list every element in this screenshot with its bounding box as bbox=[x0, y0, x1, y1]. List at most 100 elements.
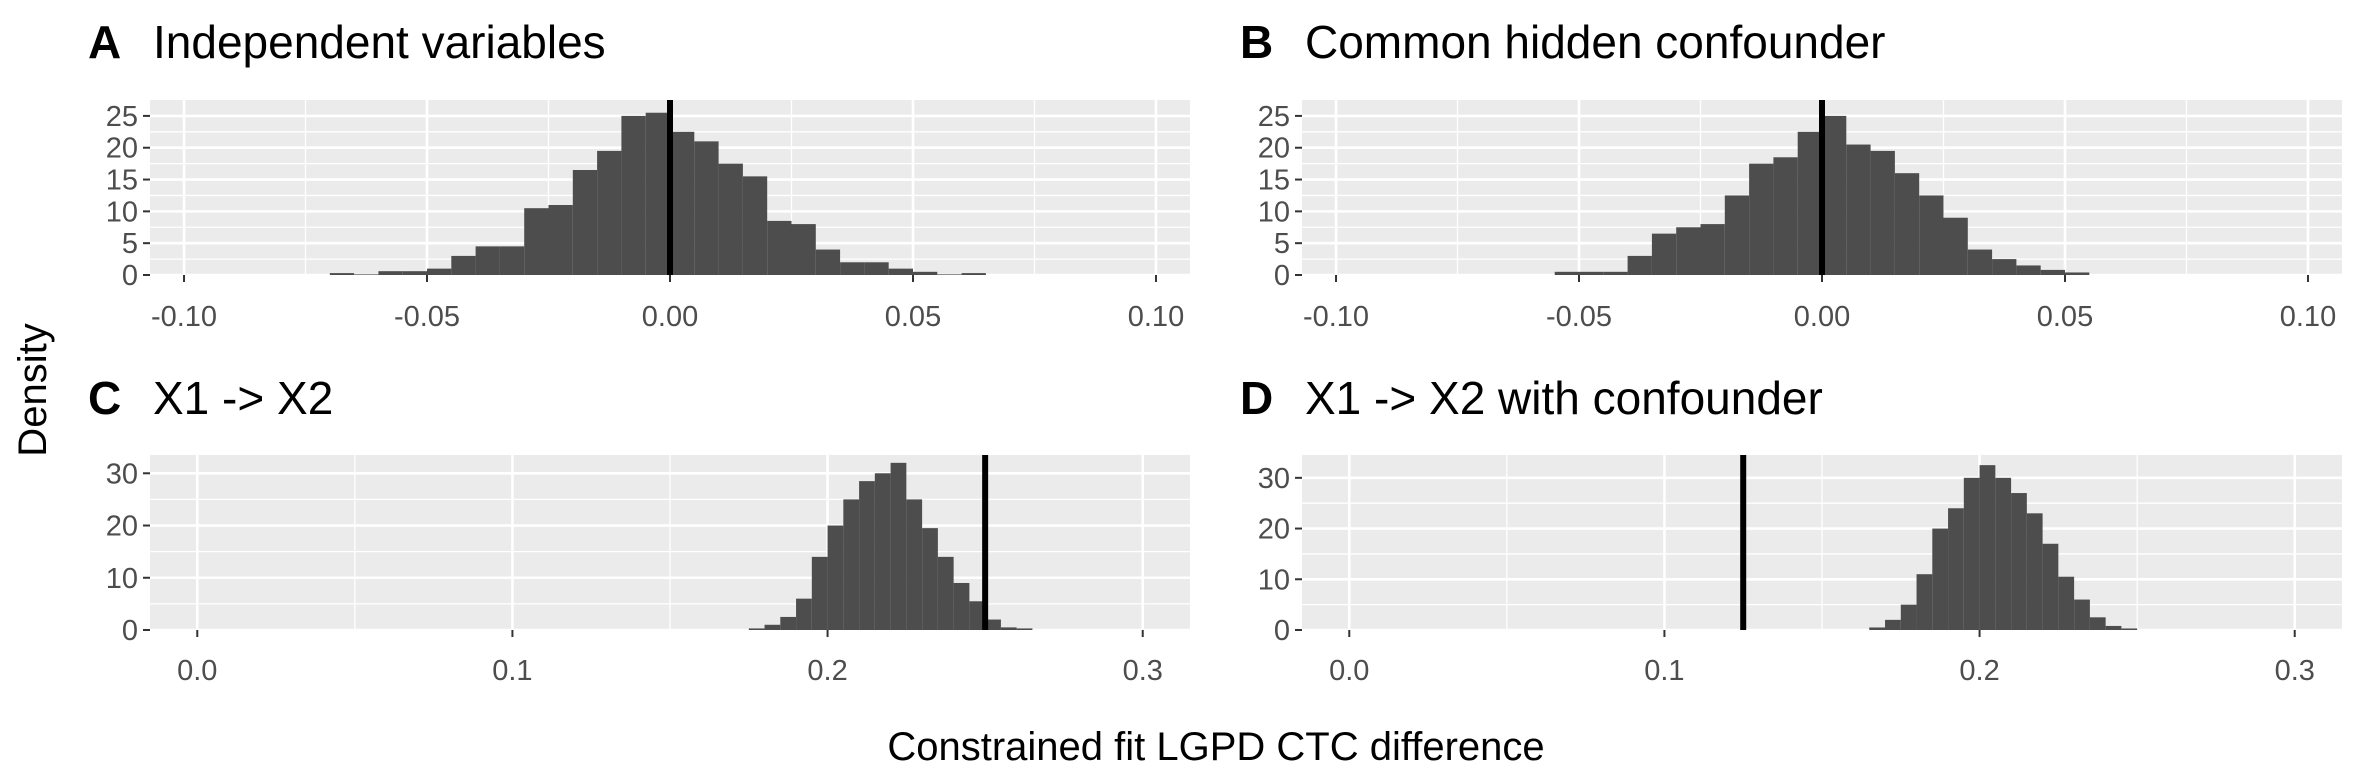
histogram-bar bbox=[1919, 195, 1944, 275]
y-tick-label: 0 bbox=[122, 615, 138, 647]
histogram-bar bbox=[2089, 617, 2106, 630]
y-tick-label: 20 bbox=[1258, 133, 1290, 165]
x-tick-label: 0.05 bbox=[2037, 301, 2093, 333]
histogram-bar bbox=[815, 249, 841, 275]
y-tick-label: 20 bbox=[106, 511, 138, 543]
histogram-bar bbox=[922, 528, 938, 630]
panel-tag: D bbox=[1240, 372, 1273, 424]
histogram-bar bbox=[888, 268, 913, 275]
x-tick-label: -0.10 bbox=[151, 301, 217, 333]
y-tick-label: 25 bbox=[106, 101, 138, 133]
histogram-bar bbox=[572, 170, 598, 275]
x-tick-label: 0.05 bbox=[885, 301, 941, 333]
y-tick-label: 20 bbox=[1258, 514, 1290, 546]
y-tick-label: 0 bbox=[122, 260, 138, 292]
y-tick-label: 10 bbox=[106, 563, 138, 595]
histogram-bar bbox=[1676, 227, 1701, 275]
histogram-bar bbox=[354, 274, 379, 275]
x-tick-label: 0.10 bbox=[2280, 301, 2336, 333]
histogram-bar bbox=[1579, 271, 1604, 275]
panel-tag: B bbox=[1240, 16, 1273, 68]
histogram-bar bbox=[811, 556, 828, 630]
histogram-bar bbox=[694, 141, 719, 275]
histogram-bar bbox=[912, 271, 938, 275]
histogram-bar bbox=[475, 246, 500, 275]
x-tick-label: 0.00 bbox=[1794, 301, 1850, 333]
y-tick-label: 15 bbox=[106, 165, 138, 197]
histogram-bar bbox=[597, 150, 622, 275]
y-tick-label: 10 bbox=[1258, 196, 1290, 228]
histogram-bar bbox=[1749, 163, 1774, 275]
histogram-bar bbox=[1016, 628, 1033, 630]
histogram-bar bbox=[670, 131, 695, 275]
x-tick-label: 0.00 bbox=[642, 301, 698, 333]
histogram-bar bbox=[937, 274, 962, 275]
histogram-bar bbox=[1992, 259, 2017, 275]
histogram-bar bbox=[1603, 271, 1628, 275]
histogram-bar bbox=[548, 205, 573, 275]
histogram-bar bbox=[1651, 233, 1677, 275]
histogram-bar bbox=[427, 268, 452, 275]
histogram-bar bbox=[1894, 173, 1920, 275]
histogram-bar bbox=[767, 220, 792, 275]
histogram-bar bbox=[890, 462, 907, 630]
histogram-bar bbox=[451, 255, 476, 275]
histogram-bar bbox=[1885, 619, 1901, 630]
histogram-bar bbox=[937, 556, 954, 630]
histogram-bar bbox=[2058, 576, 2075, 630]
histogram-bar bbox=[645, 112, 670, 276]
histogram-bar bbox=[1948, 508, 1964, 630]
histogram-bar bbox=[864, 262, 889, 275]
panel-c: 0 10 20 30 0.0 0.1 0.2 0.3 C X1 -> X2 bbox=[88, 372, 1190, 687]
histogram-bar bbox=[874, 473, 891, 630]
histogram-bar bbox=[1995, 477, 2012, 630]
histogram-bar bbox=[2026, 513, 2043, 630]
histogram-bar bbox=[1000, 627, 1017, 630]
histogram-bar bbox=[1943, 217, 1968, 275]
histogram-bar bbox=[796, 598, 812, 630]
histogram-bar bbox=[1554, 271, 1580, 275]
histogram-bar bbox=[1900, 604, 1917, 630]
y-tick-label: 10 bbox=[1258, 564, 1290, 596]
histogram-bar bbox=[2042, 543, 2059, 630]
histogram-bar bbox=[906, 499, 923, 630]
x-tick-label: -0.05 bbox=[394, 301, 460, 333]
panel-title: Common hidden confounder bbox=[1305, 16, 1885, 68]
x-tick-label: 0.0 bbox=[1329, 655, 1369, 687]
x-tick-label: -0.10 bbox=[1303, 301, 1369, 333]
histogram-bar bbox=[748, 628, 765, 630]
histogram-bar bbox=[985, 619, 1001, 630]
histogram-bar bbox=[1932, 528, 1949, 630]
histogram-bar bbox=[402, 271, 428, 275]
histogram-bar bbox=[1700, 224, 1725, 275]
histogram-bar bbox=[1967, 249, 1993, 275]
histogram-bar bbox=[840, 262, 865, 275]
x-tick-label: 0.3 bbox=[1123, 655, 1163, 687]
histogram-bar bbox=[1916, 574, 1933, 630]
histogram-bar bbox=[953, 582, 970, 630]
histogram-bar bbox=[2011, 493, 2027, 630]
x-tick-label: 0.2 bbox=[1959, 655, 1999, 687]
histogram-bar bbox=[1869, 627, 1886, 630]
histogram-bar bbox=[499, 246, 525, 275]
histogram-bar bbox=[969, 601, 986, 630]
y-tick-label: 0 bbox=[1274, 260, 1290, 292]
x-tick-label: 0.10 bbox=[1128, 301, 1184, 333]
histogram-bar bbox=[1724, 195, 1750, 275]
histogram-bar bbox=[2074, 599, 2090, 630]
panel-title: X1 -> X2 with confounder bbox=[1305, 372, 1823, 424]
x-tick-label: 0.0 bbox=[177, 655, 217, 687]
histogram-bar bbox=[1963, 477, 1980, 630]
histogram-bar bbox=[2040, 269, 2065, 275]
y-tick-label: 25 bbox=[1258, 101, 1290, 133]
histogram-bar bbox=[742, 176, 768, 275]
x-tick-label: 0.2 bbox=[807, 655, 847, 687]
histogram-bar bbox=[2121, 628, 2138, 630]
y-axis-label: Density bbox=[11, 323, 55, 456]
histogram-bar bbox=[1979, 465, 1996, 630]
histogram-bar bbox=[2105, 625, 2122, 630]
histogram-bar bbox=[827, 525, 844, 630]
histogram-bar bbox=[1822, 115, 1847, 275]
